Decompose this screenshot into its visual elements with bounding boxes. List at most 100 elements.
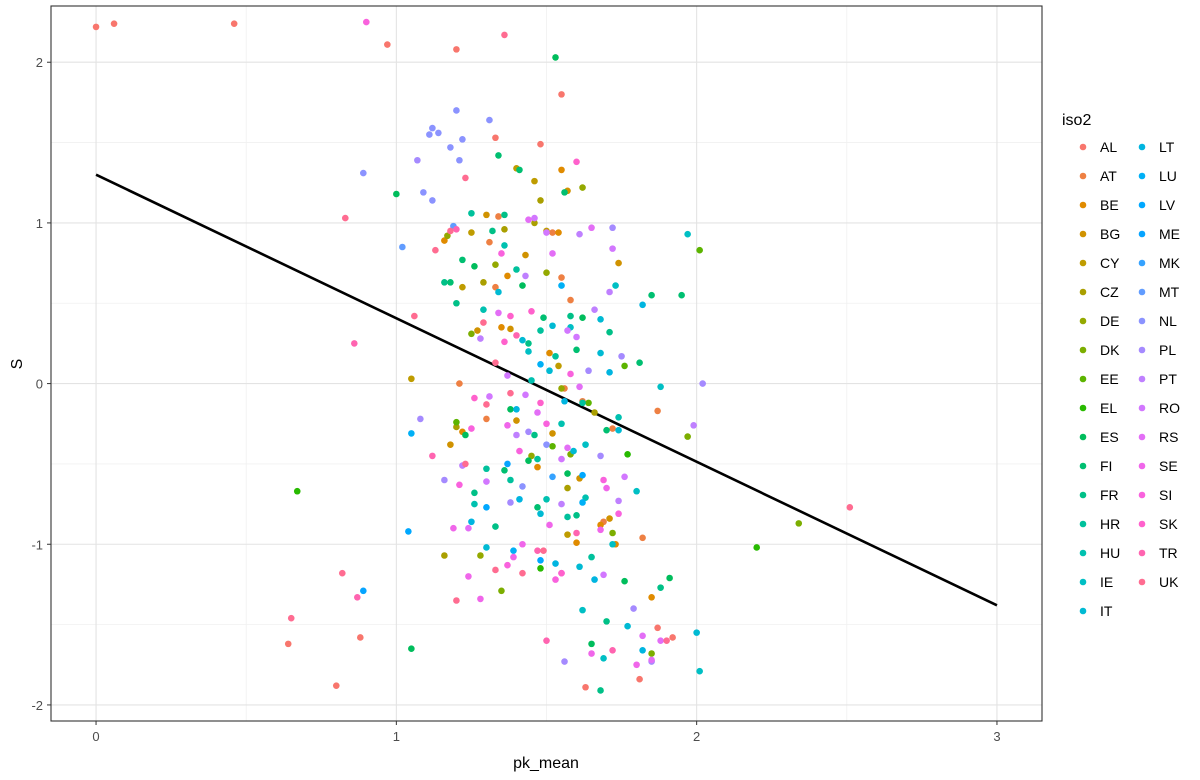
data-point-pl xyxy=(618,352,625,360)
data-point-se xyxy=(477,595,484,603)
data-point-ie xyxy=(579,606,586,614)
data-point-fr xyxy=(606,328,613,336)
legend-label-hr: HR xyxy=(1100,516,1120,532)
data-point-se xyxy=(465,573,472,580)
data-point-es xyxy=(408,645,415,652)
data-point-tr xyxy=(351,340,358,347)
data-point-uk xyxy=(663,637,670,644)
data-point-lt xyxy=(552,560,559,567)
y-tick-label: 0 xyxy=(36,377,43,392)
y-tick-label: 1 xyxy=(36,216,43,231)
data-point-ee xyxy=(549,442,556,450)
data-point-si xyxy=(516,447,523,455)
legend-label-de: DE xyxy=(1100,313,1119,329)
data-point-hu xyxy=(615,414,622,421)
data-point-es xyxy=(588,640,595,648)
data-point-lt xyxy=(561,397,568,405)
data-point-it xyxy=(576,563,583,571)
data-point-at xyxy=(483,415,490,423)
legend: AL AT BE BG CY CZ DE DK EE EL ES FI FR HR HU IE IT LT LU LV… xyxy=(1079,139,1181,619)
legend-key-pl xyxy=(1138,346,1146,354)
data-point-lu xyxy=(510,547,517,554)
data-point-nl xyxy=(360,169,367,177)
data-point-ro xyxy=(504,372,511,379)
data-point-me xyxy=(504,460,511,468)
data-point-de xyxy=(477,552,484,559)
legend-key-cz xyxy=(1079,288,1087,296)
data-point-al xyxy=(384,41,391,48)
data-point-al xyxy=(669,634,676,641)
legend-key-lu xyxy=(1138,172,1146,180)
data-point-al xyxy=(582,683,589,691)
data-point-fi xyxy=(573,346,580,354)
data-point-si xyxy=(504,561,511,569)
data-point-nl xyxy=(543,441,550,448)
legend-key-ee xyxy=(1079,375,1087,383)
data-point-de xyxy=(543,269,550,277)
data-point-rs xyxy=(639,632,646,640)
data-point-rs xyxy=(495,309,502,317)
legend-label-al: AL xyxy=(1100,139,1117,155)
data-point-pl xyxy=(561,658,568,665)
data-point-cy xyxy=(531,177,538,185)
legend-label-si: SI xyxy=(1159,487,1172,503)
legend-label-es: ES xyxy=(1100,429,1119,445)
legend-label-bg: BG xyxy=(1100,226,1120,242)
data-point-hr xyxy=(579,399,586,407)
legend-label-ro: RO xyxy=(1159,400,1180,416)
data-point-nl xyxy=(429,197,436,204)
data-point-el xyxy=(537,565,544,572)
data-point-pt xyxy=(522,272,529,280)
data-point-uk xyxy=(540,547,547,554)
data-point-cy xyxy=(459,283,466,291)
data-point-ro xyxy=(600,571,607,579)
legend-label-se: SE xyxy=(1159,458,1178,474)
data-point-tr xyxy=(534,547,541,554)
data-point-pt xyxy=(591,306,598,313)
legend-label-ee: EE xyxy=(1100,371,1119,387)
data-point-sk xyxy=(573,158,580,166)
data-point-ie xyxy=(657,383,664,391)
data-point-ro xyxy=(573,333,580,341)
data-point-uk xyxy=(341,214,349,222)
data-point-ro xyxy=(609,245,616,252)
data-point-hr xyxy=(534,455,541,463)
data-point-uk xyxy=(411,312,418,320)
legend-title: iso2 xyxy=(1062,112,1091,129)
data-point-dk xyxy=(684,433,691,440)
legend-label-lv: LV xyxy=(1159,197,1176,213)
data-point-ro xyxy=(564,327,571,334)
data-point-de xyxy=(558,385,565,392)
legend-key-fi xyxy=(1079,462,1087,470)
data-point-fr xyxy=(567,312,574,320)
data-point-lv xyxy=(405,528,412,535)
data-point-be xyxy=(597,521,604,529)
data-point-uk xyxy=(480,319,487,326)
legend-label-dk: DK xyxy=(1100,342,1120,358)
data-point-se xyxy=(597,526,604,534)
data-point-cy xyxy=(555,362,562,370)
data-point-de xyxy=(444,232,451,240)
data-point-se xyxy=(588,650,595,657)
data-point-al xyxy=(636,675,643,683)
data-point-nl xyxy=(459,136,466,143)
legend-label-be: BE xyxy=(1100,197,1119,213)
data-point-lt xyxy=(606,369,613,376)
data-point-fr xyxy=(471,489,478,497)
data-point-it xyxy=(537,510,544,518)
data-point-nl xyxy=(453,107,460,114)
data-point-it xyxy=(519,336,526,344)
data-point-hr xyxy=(564,513,571,521)
legend-key-ro xyxy=(1138,404,1146,412)
data-point-hr xyxy=(483,465,490,473)
data-point-lv xyxy=(537,557,544,564)
data-point-bg xyxy=(474,327,481,334)
data-point-fi xyxy=(636,359,643,366)
data-point-pt xyxy=(477,335,484,342)
data-point-fi xyxy=(648,291,655,299)
data-point-ee xyxy=(585,399,592,407)
data-point-cz xyxy=(537,197,544,204)
data-point-hu xyxy=(480,306,487,313)
data-point-fi xyxy=(603,426,610,434)
data-point-hu xyxy=(558,420,565,428)
